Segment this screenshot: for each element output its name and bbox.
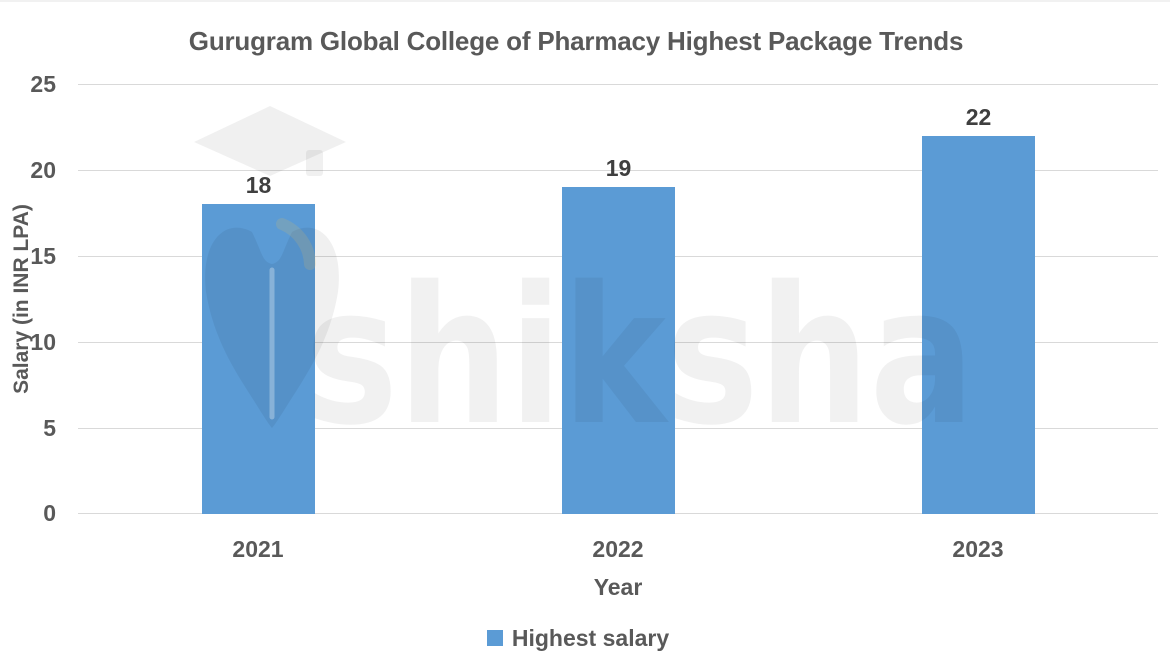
y-axis-ticks: 0 5 10 15 20 25 (0, 71, 58, 526)
y-tick-label: 10 (30, 329, 56, 355)
bar-2022 (562, 187, 675, 514)
y-tick-label: 25 (30, 71, 56, 97)
legend-swatch (486, 630, 503, 646)
x-tick-label: 2023 (952, 536, 1004, 562)
bar-value-label: 18 (245, 172, 272, 198)
y-tick-label: 5 (43, 415, 56, 441)
gridline (78, 170, 1158, 171)
legend: Highest salary (0, 623, 1156, 653)
bar-value-label: 22 (965, 104, 992, 130)
plot-area: 18 19 22 (78, 84, 1158, 514)
bar-2021 (202, 204, 315, 514)
legend-label: Highest salary (511, 624, 670, 651)
chart-title: Gurugram Global College of Pharmacy High… (188, 26, 964, 56)
x-axis-title: Year (593, 574, 643, 600)
x-tick-label: 2022 (592, 536, 644, 562)
x-axis-ticks: 2021 2022 2023 (78, 536, 1158, 564)
gridline (78, 84, 1158, 85)
y-tick-label: 20 (30, 157, 56, 183)
bar-value-label: 19 (605, 155, 632, 181)
x-tick-label: 2021 (232, 536, 284, 562)
y-tick-label: 0 (43, 500, 56, 526)
y-tick-label: 15 (30, 243, 56, 269)
bar-2023 (922, 136, 1035, 514)
